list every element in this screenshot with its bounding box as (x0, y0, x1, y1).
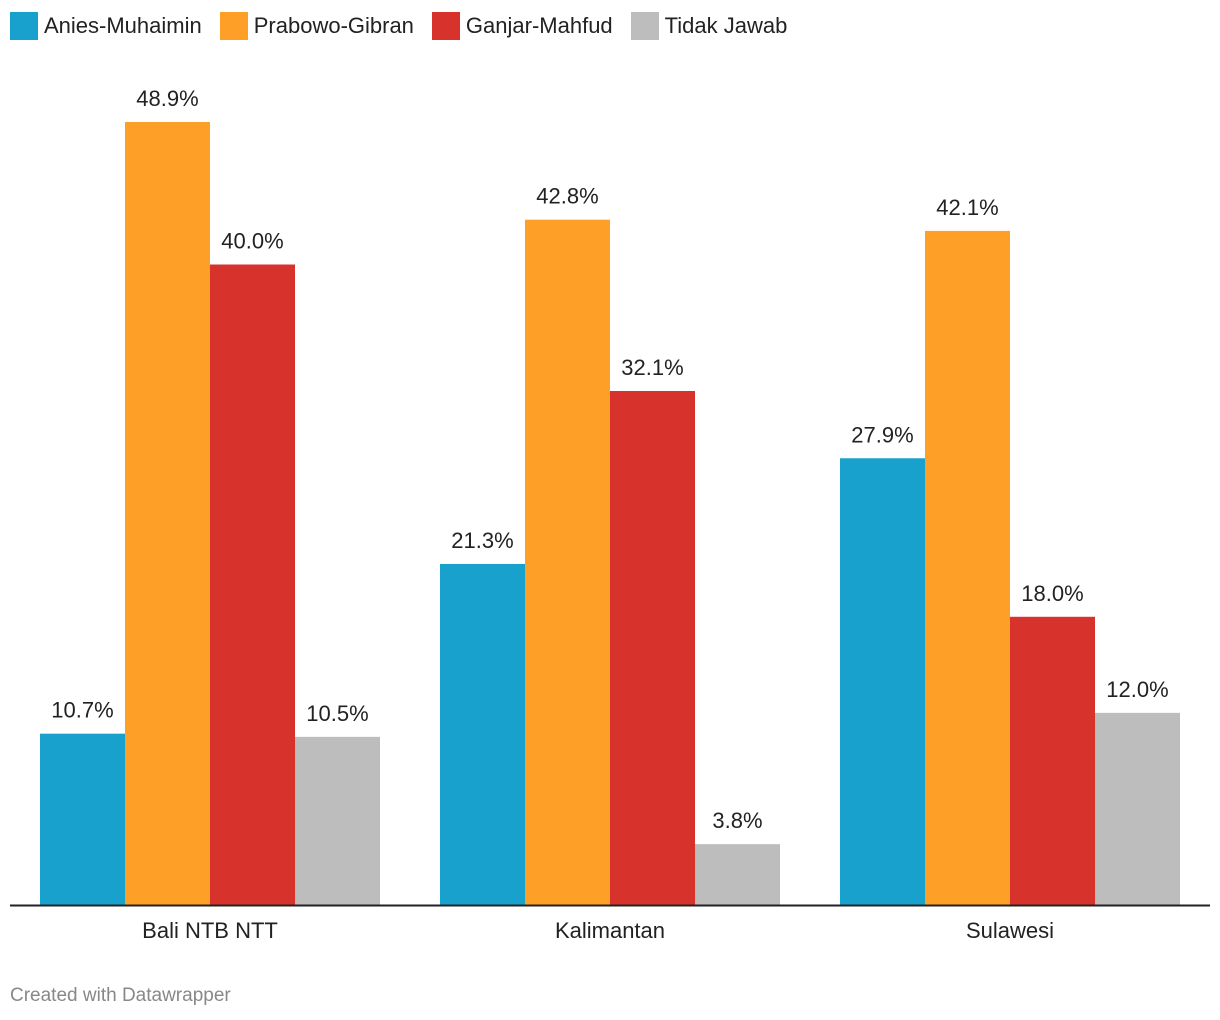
bar-tidak-jawab-sulawesi (1095, 712, 1180, 905)
data-label-ganjar-mahfud-kalimantan: 32.1% (621, 355, 683, 380)
bar-chart: 10.7% 48.9% 40.0% 10.5% Bali NTB NTT 21.3% 42.… (10, 86, 1210, 943)
legend-item-ganjar-mahfud: Ganjar-Mahfud (431, 12, 613, 40)
legend-swatch-ganjar-mahfud (431, 12, 460, 40)
data-label-ganjar-mahfud-sulawesi: 18.0% (1021, 581, 1083, 606)
data-label-tidak-jawab-bali-ntb-ntt: 10.5% (306, 701, 368, 726)
bar-ganjar-mahfud-sulawesi (1010, 616, 1095, 905)
bar-tidak-jawab-bali-ntb-ntt (295, 736, 380, 905)
x-tick-label-kalimantan: Kalimantan (555, 918, 665, 943)
bar-anies-muhaimin-sulawesi (840, 458, 925, 905)
data-label-anies-muhaimin-sulawesi: 27.9% (851, 422, 913, 447)
legend-item-anies-muhaimin: Anies-Muhaimin (10, 12, 202, 40)
data-label-tidak-jawab-kalimantan: 3.8% (712, 808, 762, 833)
x-tick-label-bali-ntb-ntt: Bali NTB NTT (142, 918, 278, 943)
data-label-prabowo-gibran-kalimantan: 42.8% (536, 184, 598, 209)
data-label-tidak-jawab-sulawesi: 12.0% (1106, 677, 1168, 702)
legend-label-prabowo-gibran: Prabowo-Gibran (253, 13, 414, 38)
bar-anies-muhaimin-kalimantan (440, 563, 525, 905)
data-label-prabowo-gibran-bali-ntb-ntt: 48.9% (136, 86, 198, 111)
legend-item-prabowo-gibran: Prabowo-Gibran (219, 12, 414, 40)
legend-label-anies-muhaimin: Anies-Muhaimin (44, 13, 202, 38)
bar-tidak-jawab-kalimantan (695, 844, 780, 905)
bar-prabowo-gibran-sulawesi (925, 230, 1010, 906)
x-tick-label-sulawesi: Sulawesi (966, 918, 1054, 943)
data-label-anies-muhaimin-kalimantan: 21.3% (451, 528, 513, 553)
footer-credit: Created with Datawrapper (10, 985, 231, 1006)
data-label-prabowo-gibran-sulawesi: 42.1% (936, 195, 998, 220)
chart-legend: Anies-Muhaimin Prabowo-Gibran Ganjar-Mah… (10, 12, 787, 40)
bar-ganjar-mahfud-bali-ntb-ntt (210, 264, 295, 905)
data-label-anies-muhaimin-bali-ntb-ntt: 10.7% (51, 698, 113, 723)
data-label-ganjar-mahfud-bali-ntb-ntt: 40.0% (221, 229, 283, 254)
legend-item-tidak-jawab: Tidak Jawab (630, 12, 788, 40)
bar-prabowo-gibran-bali-ntb-ntt (125, 122, 210, 905)
legend-swatch-prabowo-gibran (219, 12, 248, 40)
legend-label-ganjar-mahfud: Ganjar-Mahfud (465, 13, 613, 38)
legend-label-tidak-jawab: Tidak Jawab (664, 13, 788, 38)
bar-ganjar-mahfud-kalimantan (610, 391, 695, 906)
bar-anies-muhaimin-bali-ntb-ntt (40, 733, 125, 905)
bar-prabowo-gibran-kalimantan (525, 219, 610, 905)
legend-swatch-anies-muhaimin (10, 12, 38, 40)
legend-swatch-tidak-jawab (630, 12, 659, 40)
